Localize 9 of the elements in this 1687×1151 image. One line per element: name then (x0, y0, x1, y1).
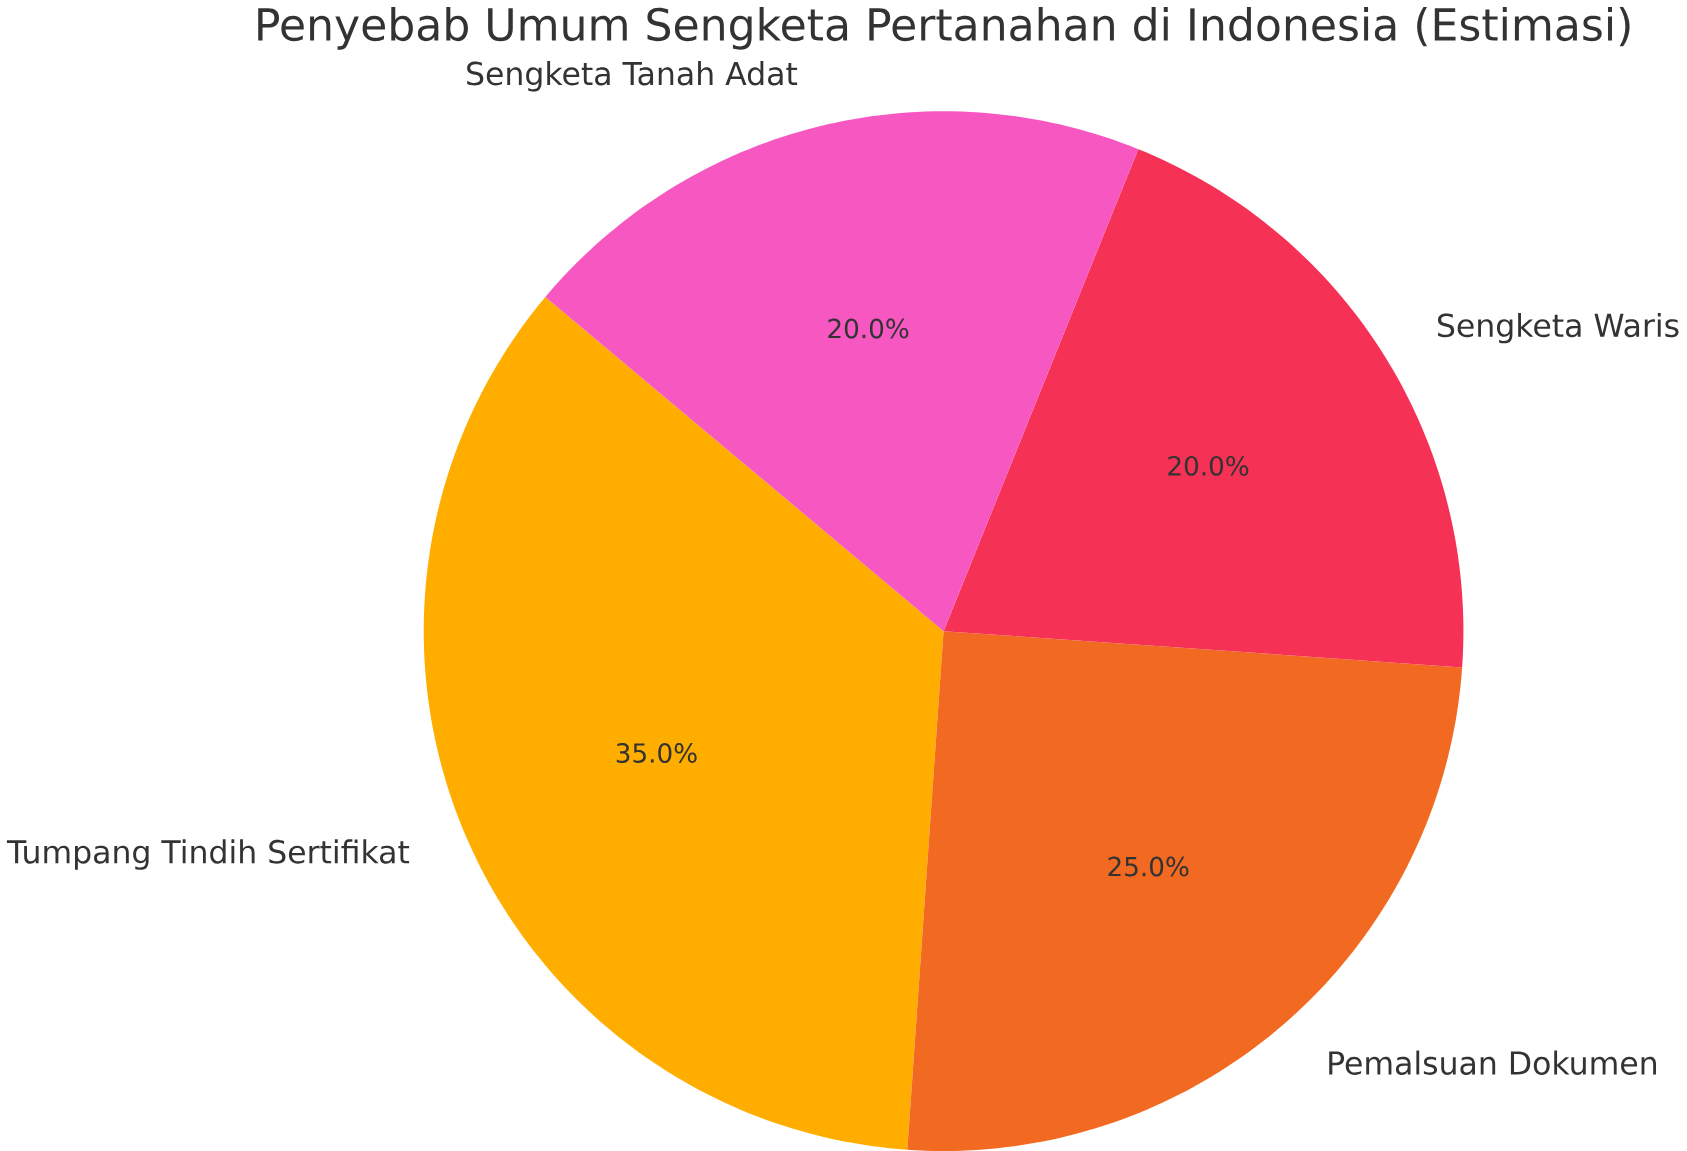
data-label: 25.0% (1108, 856, 1189, 877)
data-label: 35.0% (616, 743, 697, 763)
slice-label: Tumpang Tindih Sertifikat (6, 839, 410, 870)
data-label: 20.0% (1168, 455, 1249, 476)
slice-label: Sengketa Tanah Adat (467, 61, 798, 92)
chart-title: Penyebab Umum Sengketa Pertanahan di Indonesia (Estimasi) (258, 7, 1630, 50)
slice-label: Sengketa Waris (1438, 312, 1679, 344)
slice-label: Pemalsuan Dokumen (1329, 1050, 1656, 1075)
data-label: 20.0% (828, 318, 909, 339)
